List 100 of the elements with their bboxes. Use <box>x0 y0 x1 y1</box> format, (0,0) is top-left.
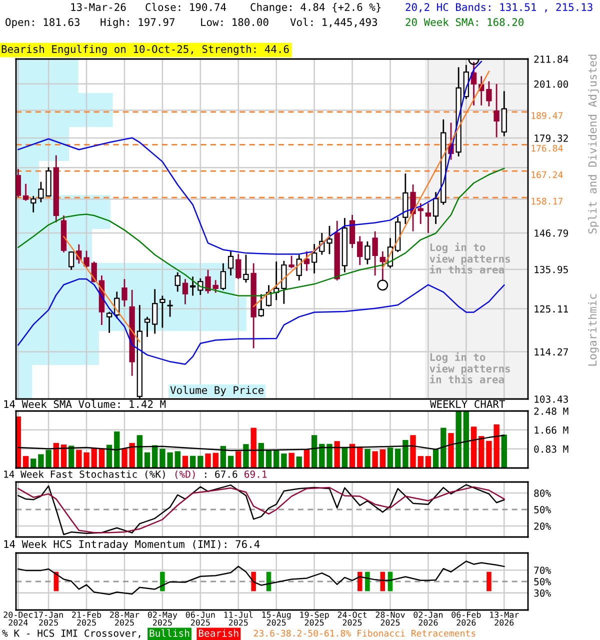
bar <box>288 452 294 468</box>
y-tick-label: 135.95 <box>534 266 568 274</box>
bar <box>357 448 363 468</box>
x-tick-label: 21-Feb 2025 <box>72 611 102 626</box>
candlestick <box>182 278 188 305</box>
candlestick <box>228 250 234 276</box>
y-tick-label: 80% <box>534 490 551 497</box>
bar <box>394 448 401 468</box>
candlestick <box>311 243 318 274</box>
y-axis-title: Split and Dividend Adjusted <box>588 54 599 234</box>
y-tick-label: 146.79 <box>534 229 568 237</box>
x-tick-label: 17-Jan 2025 <box>34 612 63 626</box>
candlestick <box>425 202 432 234</box>
bar <box>296 456 302 468</box>
x-tick-label: 02-May 2025 <box>148 612 178 626</box>
chart-title: 14 Week SMA Volume: 1.42 M <box>4 400 166 408</box>
text: Low: 180.00 <box>201 18 268 26</box>
x-tick-label: 02-Jan 2026 <box>414 612 443 626</box>
candlestick <box>84 250 90 269</box>
candlestick <box>167 299 173 318</box>
bar <box>387 448 394 468</box>
bar <box>501 434 507 468</box>
y-tick-label: 125.11 <box>534 305 568 313</box>
legend-title: % K - HCS IMI Crossover, <box>2 629 140 638</box>
annotation: Log in to view patterns in this area <box>430 352 510 384</box>
text: 13-Mar-26 <box>71 3 126 12</box>
x-tick-label: 13-Mar 2026 <box>490 612 519 626</box>
x-tick-label: 28-Nov 2025 <box>376 612 405 626</box>
bar <box>174 451 180 468</box>
bar <box>448 433 454 468</box>
band-label: Log in to view patterns in this area <box>430 242 510 274</box>
bar <box>228 456 234 468</box>
x-tick-label: 19-Sep 2025 <box>300 612 329 626</box>
text: Bearish Engulfing on 10-Oct-25, Strength: 44.6 <box>2 44 289 56</box>
candlestick <box>30 195 36 214</box>
candlestick <box>372 230 378 276</box>
bar <box>68 446 74 468</box>
text: Change: 4.84 {+2.6 %} <box>250 2 381 14</box>
candlestick <box>174 272 180 292</box>
bar <box>326 444 332 468</box>
y-tick-label: 0.83 M <box>534 445 568 453</box>
x-tick-label: 28-Mar 2025 <box>110 612 140 626</box>
bar <box>152 445 158 468</box>
y-tick-label: 50% <box>534 578 551 586</box>
text: WEEKLY CHART <box>430 400 506 408</box>
bar <box>144 452 150 468</box>
y-tick-label: 114.27 <box>534 348 568 356</box>
text: (%D) <box>175 470 195 479</box>
text: Bearish <box>198 629 238 637</box>
bar <box>334 441 340 468</box>
bar <box>342 448 348 468</box>
ref-line-label: 167.24 <box>532 171 563 178</box>
candlestick <box>160 295 166 328</box>
candlestick <box>205 269 211 294</box>
candlestick <box>432 191 439 225</box>
candlestick <box>212 279 218 294</box>
candlestick <box>236 253 242 280</box>
candlestick <box>364 240 370 266</box>
candlestick <box>288 255 294 269</box>
x-tick-label: 11-Jul 2025 <box>224 611 253 626</box>
candlestick <box>220 262 226 291</box>
bar <box>114 431 120 468</box>
text: 20 Week SMA: 168.20 <box>406 18 524 26</box>
ref-line-label: 176.84 <box>532 144 563 152</box>
y-tick-label: 201.00 <box>534 80 568 88</box>
candlestick <box>494 83 500 138</box>
candlestick <box>380 250 386 282</box>
bar <box>91 448 97 468</box>
x-tick-label: 20-Dec 2024 <box>4 612 33 626</box>
text: Volume By Price <box>170 386 264 396</box>
y-tick-label: 103.43 <box>534 396 568 403</box>
y-tick-label: 1.66 M <box>534 426 568 434</box>
bar <box>372 451 378 468</box>
bar <box>273 450 280 468</box>
candlestick <box>349 214 356 249</box>
ref-line-label: 189.47 <box>532 112 562 119</box>
bar <box>380 449 386 468</box>
line-series <box>18 278 505 365</box>
bar <box>250 428 256 468</box>
bar <box>281 454 287 468</box>
candlestick <box>152 288 158 334</box>
ref-line-label: 158.17 <box>532 198 562 205</box>
text: 14 Week Fast Stochastic (%K) <box>4 470 165 479</box>
bar <box>364 448 370 468</box>
bar <box>190 456 196 468</box>
bar <box>440 428 446 468</box>
bar <box>266 450 272 468</box>
chart-title: 14 Week HCS Intraday Momentum (IMI): 76.4 <box>4 540 260 550</box>
text: Open: 181.63 <box>6 18 80 28</box>
candlestick <box>410 184 416 232</box>
text: 20,2 HC Bands: 131.51 , 215.13 <box>406 2 592 12</box>
candlestick <box>304 250 310 272</box>
x-tick-label: 06-Jun 2025 <box>186 612 215 626</box>
text: 23.6-38.2-50-61.8% Fibonacci Retracements <box>254 630 476 637</box>
bar <box>402 440 408 468</box>
bar <box>198 456 204 468</box>
bar <box>304 449 310 468</box>
candlestick <box>281 260 287 305</box>
candlestick <box>486 80 492 108</box>
bar <box>236 451 242 468</box>
